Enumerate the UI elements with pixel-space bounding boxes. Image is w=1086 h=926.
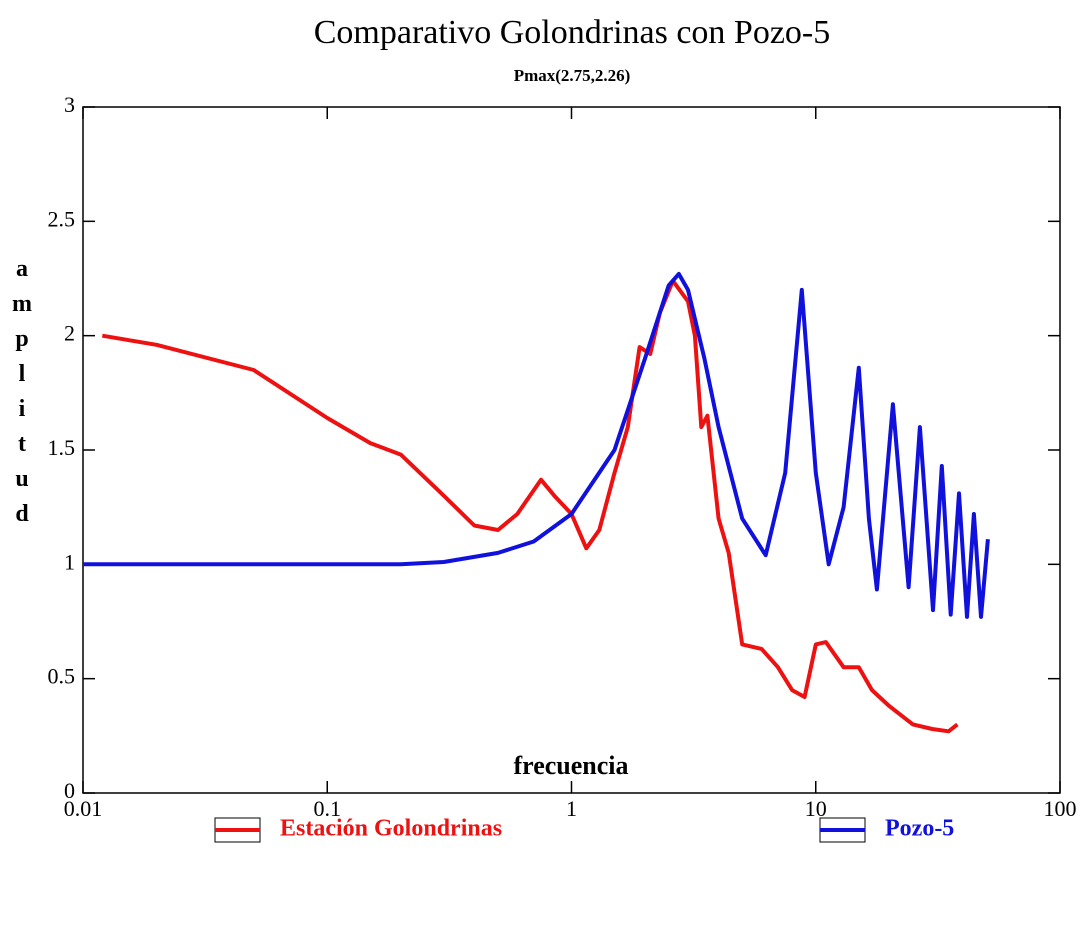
x-tick-label: 100 <box>1044 796 1077 821</box>
y-tick-label: 0.5 <box>48 664 76 689</box>
chart-subtitle: Pmax(2.75,2.26) <box>514 66 631 85</box>
plot-frame <box>82 106 1061 794</box>
y-tick-label: 0 <box>64 778 75 803</box>
x-tick-label: 1 <box>566 796 577 821</box>
x-axis-label: frecuencia <box>513 751 628 780</box>
y-tick-label: 1 <box>64 549 75 574</box>
series-line <box>101 278 959 734</box>
chart-title: Comparativo Golondrinas con Pozo-5 <box>314 14 831 51</box>
y-tick-label: 1.5 <box>48 435 76 460</box>
y-tick-label: 3 <box>64 92 75 117</box>
x-tick-label: 0.1 <box>314 796 342 821</box>
legend-label: Estación Golondrinas <box>280 816 502 842</box>
x-tick-label: 10 <box>805 796 827 821</box>
y-tick-label: 2.5 <box>48 206 76 231</box>
y-tick-label: 2 <box>64 321 75 346</box>
legend-label: Pozo-5 <box>885 816 954 842</box>
x-tick-label: 0.01 <box>64 796 103 821</box>
series-line <box>83 271 990 619</box>
